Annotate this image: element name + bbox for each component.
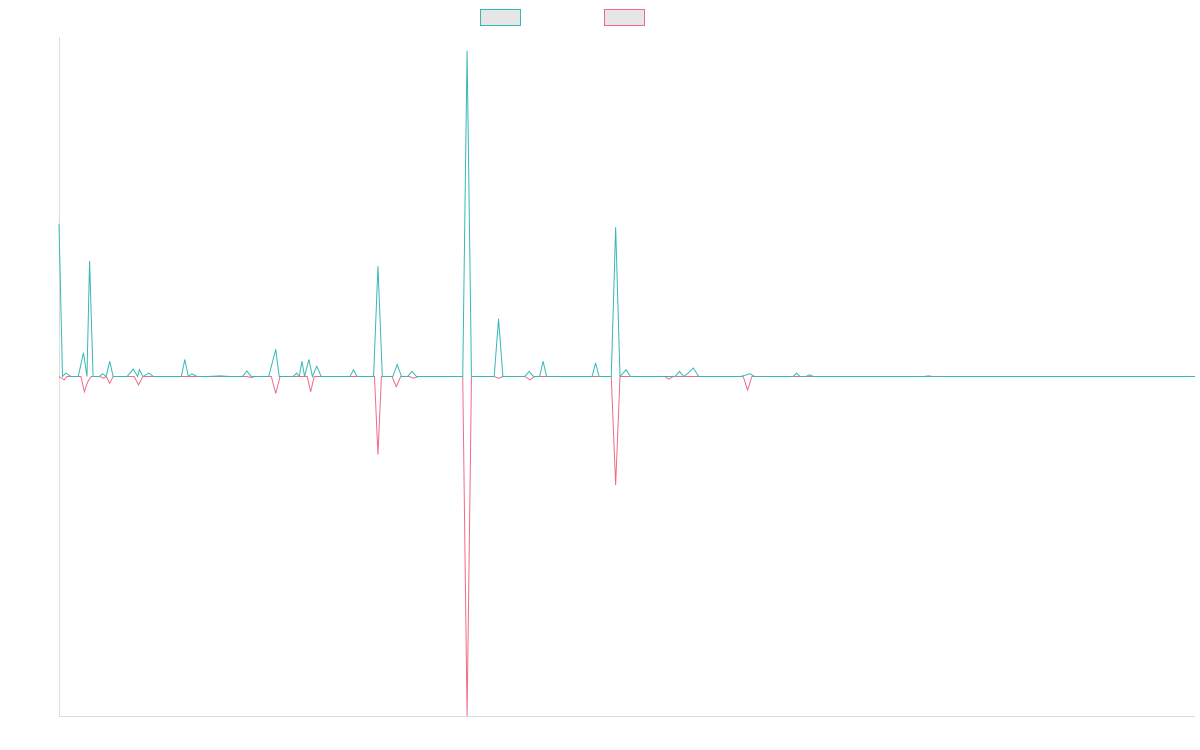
series-line-series-a[interactable] xyxy=(58,50,1195,379)
legend-swatch-series-a[interactable] xyxy=(480,9,521,26)
series-line-series-b[interactable] xyxy=(58,375,1195,717)
legend-swatch-series-b[interactable] xyxy=(604,9,645,26)
legend[interactable] xyxy=(480,9,645,26)
plot-area xyxy=(58,50,1195,717)
